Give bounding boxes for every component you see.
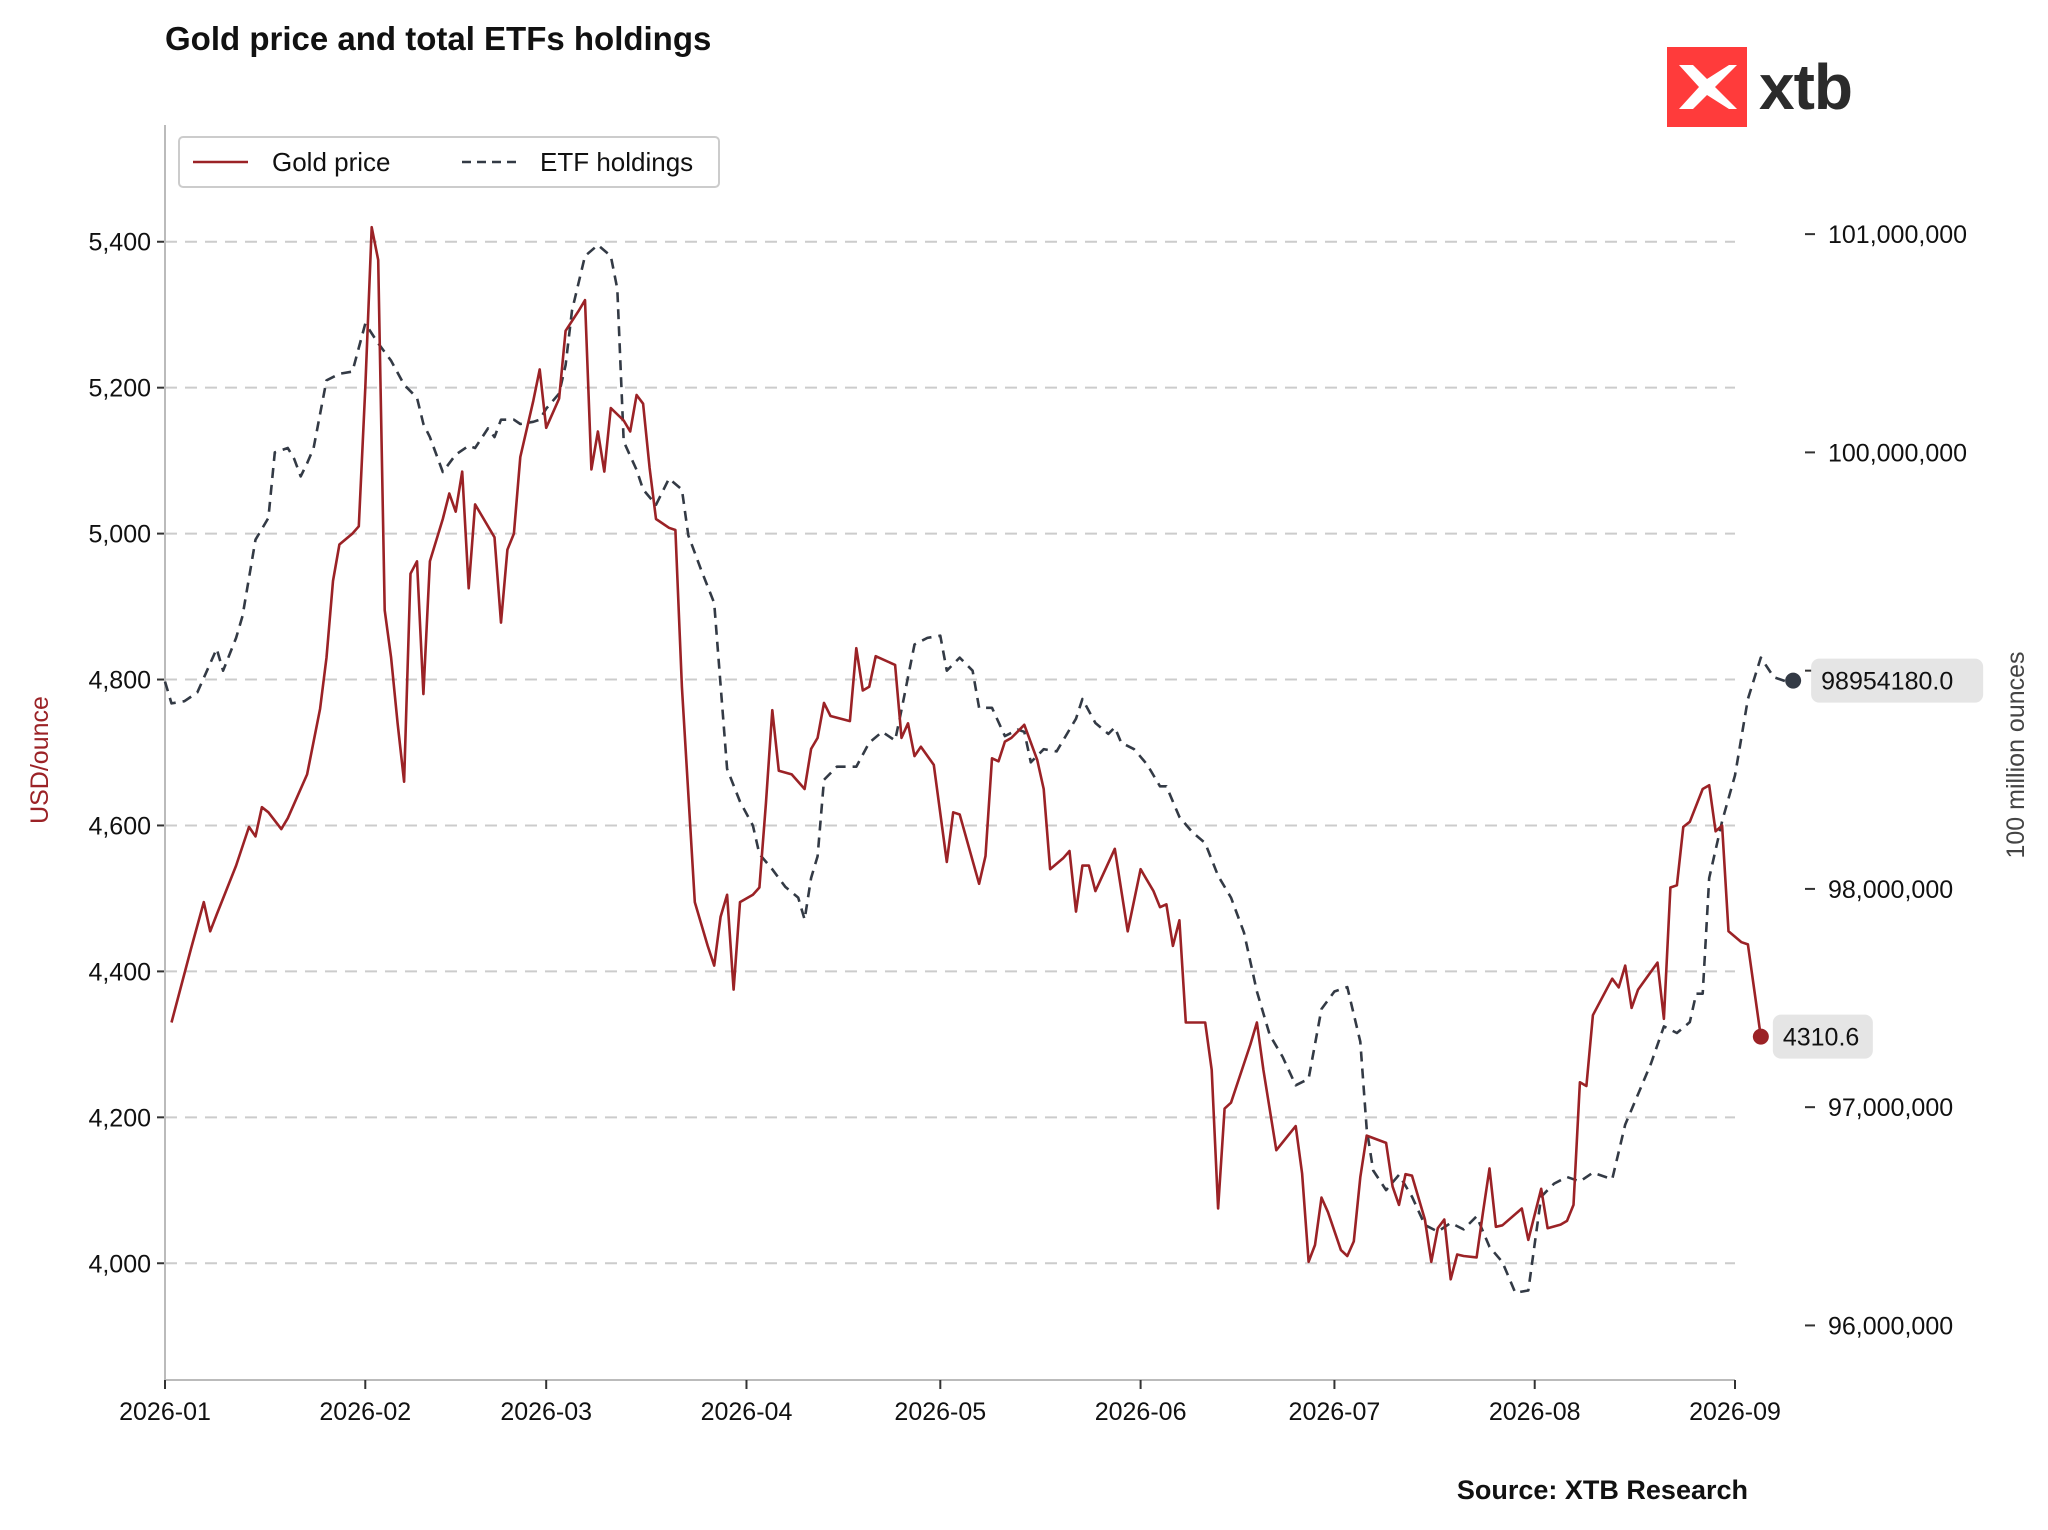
x-tick-label: 2026-07 [1289, 1398, 1381, 1426]
x-tick-label: 2026-02 [319, 1398, 411, 1426]
chart-title: Gold price and total ETFs holdings [165, 20, 712, 57]
y2-tick-label: 97,000,000 [1828, 1094, 1953, 1122]
y-tick-label: 5,400 [88, 229, 151, 257]
etf-last-point [1785, 672, 1802, 689]
xtb-x-logo-icon [1667, 47, 1747, 127]
legend: Gold price ETF holdings [178, 136, 720, 188]
y-tick-label: 5,000 [88, 521, 151, 549]
etf-last-value-label-box [1811, 658, 1984, 703]
gold-last-value-label: 4310.6 [1783, 1024, 1859, 1052]
axis-layer: 4,000 4,200 4,400 4,600 4,800 5,000 5,200 5,400… [88, 125, 1967, 1426]
y2-tick-label: 100,000,000 [1828, 439, 1967, 467]
legend-label-etf: ETF holdings [540, 147, 693, 177]
y2-tick-label: 101,000,000 [1828, 221, 1967, 249]
x-tick-label: 2026-08 [1489, 1398, 1581, 1426]
x-tick-label: 2026-04 [701, 1398, 793, 1426]
y-tick-label: 4,600 [88, 812, 151, 840]
y2-tick-label: 96,000,000 [1828, 1312, 1953, 1340]
logo-x-mark [1679, 65, 1737, 109]
x-tick-label: 2026-09 [1689, 1398, 1781, 1426]
legend-label-gold: Gold price [272, 147, 391, 177]
etf-last-value-label: 98954180.0 [1821, 668, 1953, 696]
y-tick-label: 4,400 [88, 958, 151, 986]
logo-wordmark: xtb [1759, 51, 1853, 123]
x-tick-label: 2026-01 [119, 1398, 211, 1426]
y-axis-label: USD/ounce [26, 696, 54, 824]
y-tick-label: 4,200 [88, 1104, 151, 1132]
xtb-logo: xtb [1667, 47, 1867, 127]
y-tick-label: 4,800 [88, 667, 151, 695]
x-tick-label: 2026-03 [500, 1398, 592, 1426]
y2-axis-label: 100 million ounces [2002, 651, 2030, 858]
y-tick-label: 4,000 [88, 1250, 151, 1278]
gold-last-point [1752, 1028, 1769, 1045]
y2-tick-label: 98,000,000 [1828, 876, 1953, 904]
y-tick-label: 5,200 [88, 375, 151, 403]
x-tick-label: 2026-05 [894, 1398, 986, 1426]
grid-layer [165, 240, 1735, 1265]
series-layer: 98954180.0 4310.6 [163, 225, 1984, 1294]
legend-box [178, 136, 720, 188]
gold-last-value-label-box [1772, 1014, 1873, 1059]
series-line-gold-price [170, 225, 1763, 1281]
source-note: Source: XTB Research [1456, 1475, 1748, 1505]
series-line-etf-holdings [163, 243, 1794, 1294]
x-tick-label: 2026-06 [1095, 1398, 1187, 1426]
